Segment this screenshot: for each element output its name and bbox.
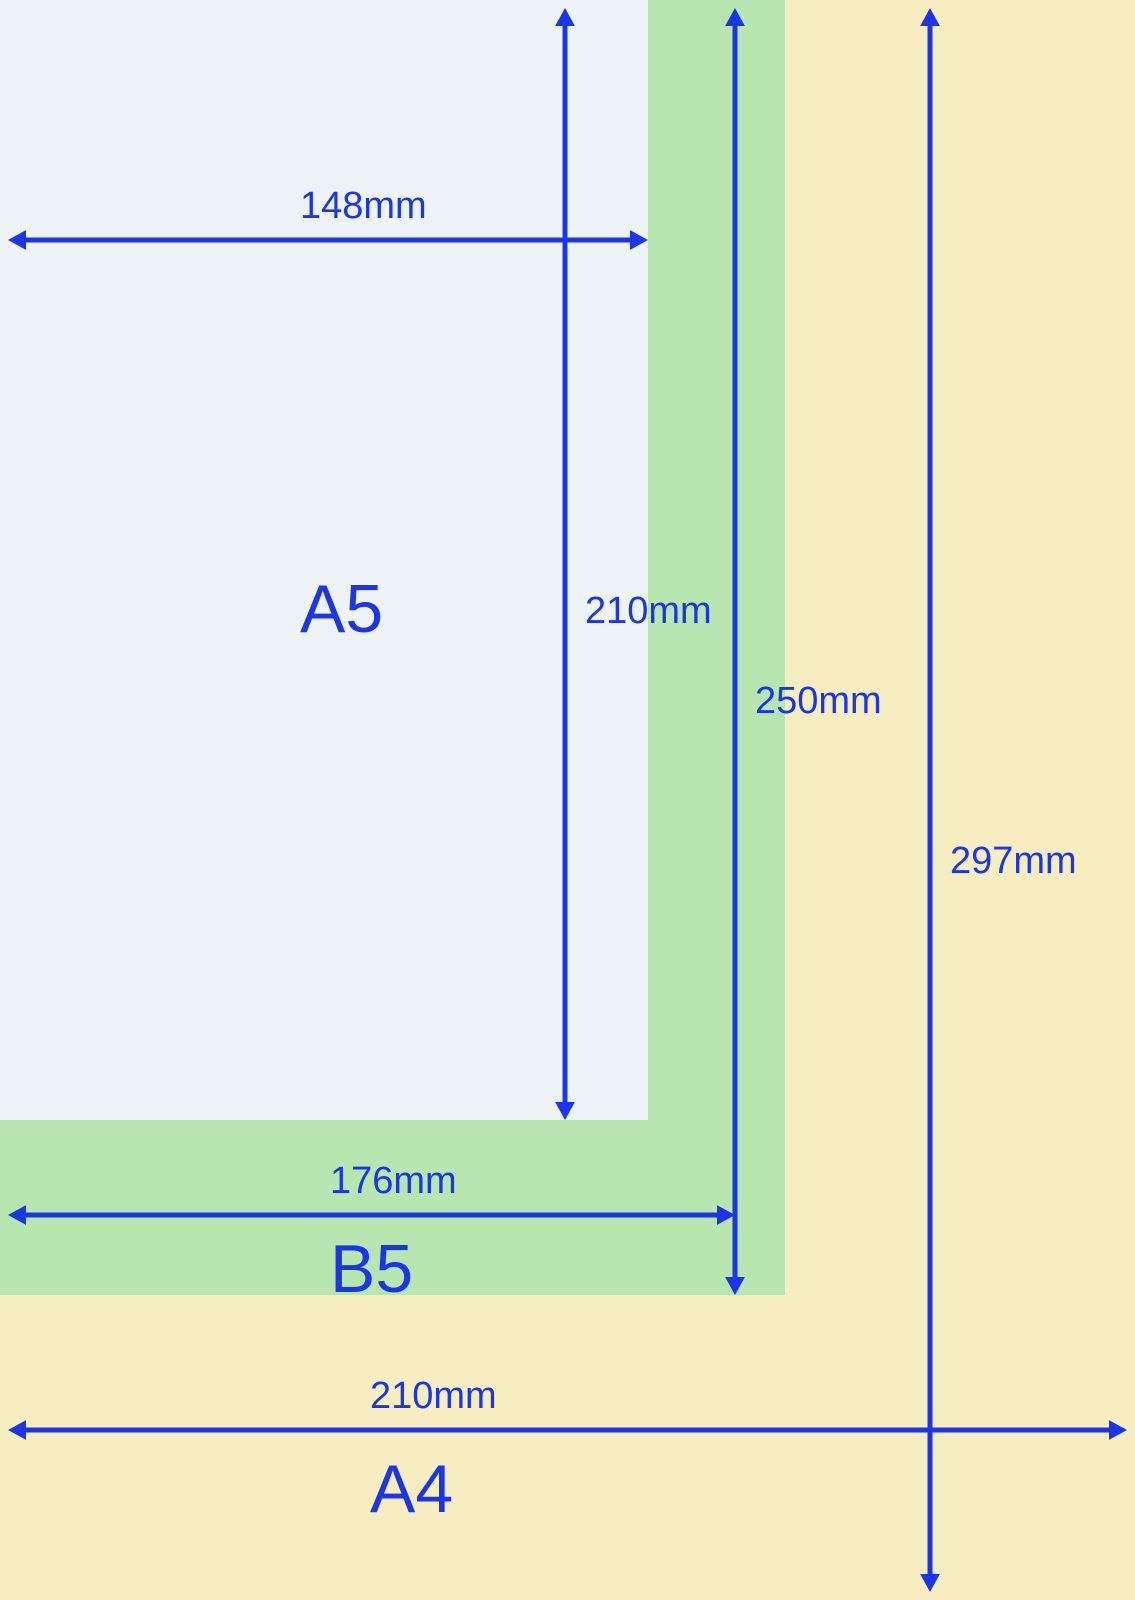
name-a5: A5 <box>300 570 383 648</box>
dim-b5-height: 250mm <box>755 680 882 723</box>
dim-b5-width: 176mm <box>330 1160 457 1203</box>
paper-size-diagram: 148mm 210mm 176mm 250mm 210mm 297mm A5 B… <box>0 0 1135 1600</box>
dim-a4-height: 297mm <box>950 840 1077 883</box>
name-b5: B5 <box>330 1230 413 1308</box>
dim-a5-height: 210mm <box>585 590 712 633</box>
name-a4: A4 <box>370 1450 453 1528</box>
dim-a5-width: 148mm <box>300 185 427 228</box>
dim-a4-width: 210mm <box>370 1375 497 1418</box>
sheet-a5 <box>0 0 648 1120</box>
